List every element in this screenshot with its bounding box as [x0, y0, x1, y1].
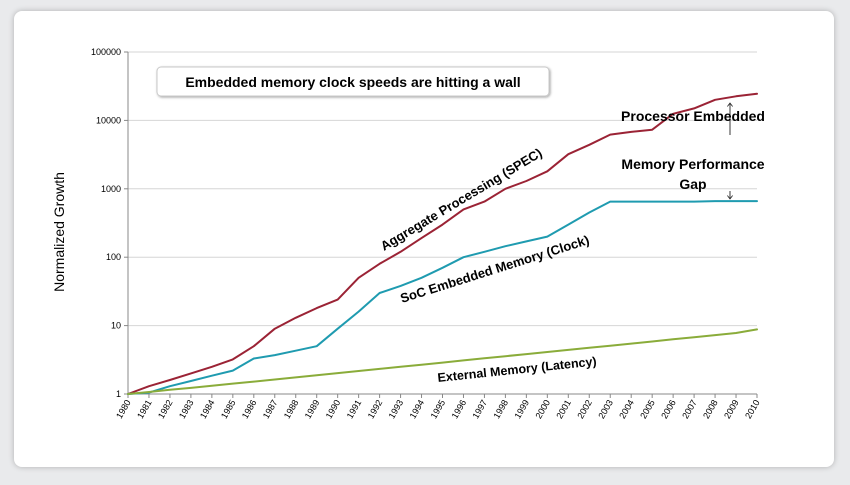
x-tick-label: 2006	[659, 398, 678, 420]
x-tick-label: 1999	[512, 398, 531, 420]
x-tick-label: 1989	[303, 398, 322, 420]
x-tick-label: 1998	[491, 398, 510, 420]
x-tick-label: 1984	[198, 398, 217, 420]
x-tick-label: 1980	[114, 398, 133, 420]
series-label-soc-embedded-memory: SoC Embedded Memory (Clock)	[398, 232, 591, 306]
gap-annotation: Processor Embedded Memory Performance Ga…	[621, 103, 765, 199]
series-label-aggregate-processing: Aggregate Processing (SPEC)	[378, 145, 545, 253]
x-tick-label: 1997	[470, 398, 489, 420]
y-tick-label: 10000	[96, 115, 121, 125]
x-tick-label: 2009	[722, 398, 741, 420]
y-tick-label: 1	[116, 389, 121, 399]
x-tick-label: 2002	[575, 398, 594, 420]
x-tick-label: 2007	[680, 398, 699, 420]
x-tick-label: 2000	[533, 398, 552, 420]
y-axis-label: Normalized Growth	[51, 172, 67, 292]
x-tick-label: 1996	[450, 398, 469, 420]
x-tick-label: 1993	[387, 398, 406, 420]
x-tick-label: 2001	[554, 398, 573, 420]
y-tick-label: 10	[111, 321, 121, 331]
x-tick-label: 1987	[261, 398, 280, 420]
x-tick-label: 1991	[345, 398, 364, 420]
x-tick-label: 1986	[240, 398, 259, 420]
x-tick-label: 1985	[219, 398, 238, 420]
x-tick-label: 2003	[596, 398, 615, 420]
y-tick-label: 100	[106, 252, 121, 262]
y-tick-label: 100000	[91, 47, 121, 57]
x-tick-label: 1982	[156, 398, 175, 420]
x-tick-label: 1981	[135, 398, 154, 420]
x-tick-label: 1990	[324, 398, 343, 420]
gap-label-line-2: Memory Performance	[621, 156, 764, 172]
x-tick-label: 2008	[701, 398, 720, 420]
x-tick-label: 1983	[177, 398, 196, 420]
series-line-0	[127, 92, 758, 395]
x-tick-label: 2005	[638, 398, 657, 420]
gap-label-line-3: Gap	[679, 176, 706, 192]
chart-title-box: Embedded memory clock speeds are hitting…	[156, 66, 550, 97]
series-line-2	[127, 328, 758, 395]
x-tick-label: 2010	[743, 398, 762, 420]
x-tick-label: 1992	[366, 398, 385, 420]
x-tick-label: 1988	[282, 398, 301, 420]
y-tick-label: 1000	[101, 184, 121, 194]
gap-label-line-1: Processor Embedded	[621, 108, 765, 124]
x-tick-label: 2004	[617, 398, 636, 420]
x-tick-label: 1994	[408, 398, 427, 420]
series-lines	[127, 92, 758, 395]
x-tick-label: 1995	[429, 398, 448, 420]
series-label-external-memory: External Memory (Latency)	[437, 354, 597, 385]
series-line-1	[127, 200, 758, 395]
chart-title: Embedded memory clock speeds are hitting…	[185, 74, 520, 90]
